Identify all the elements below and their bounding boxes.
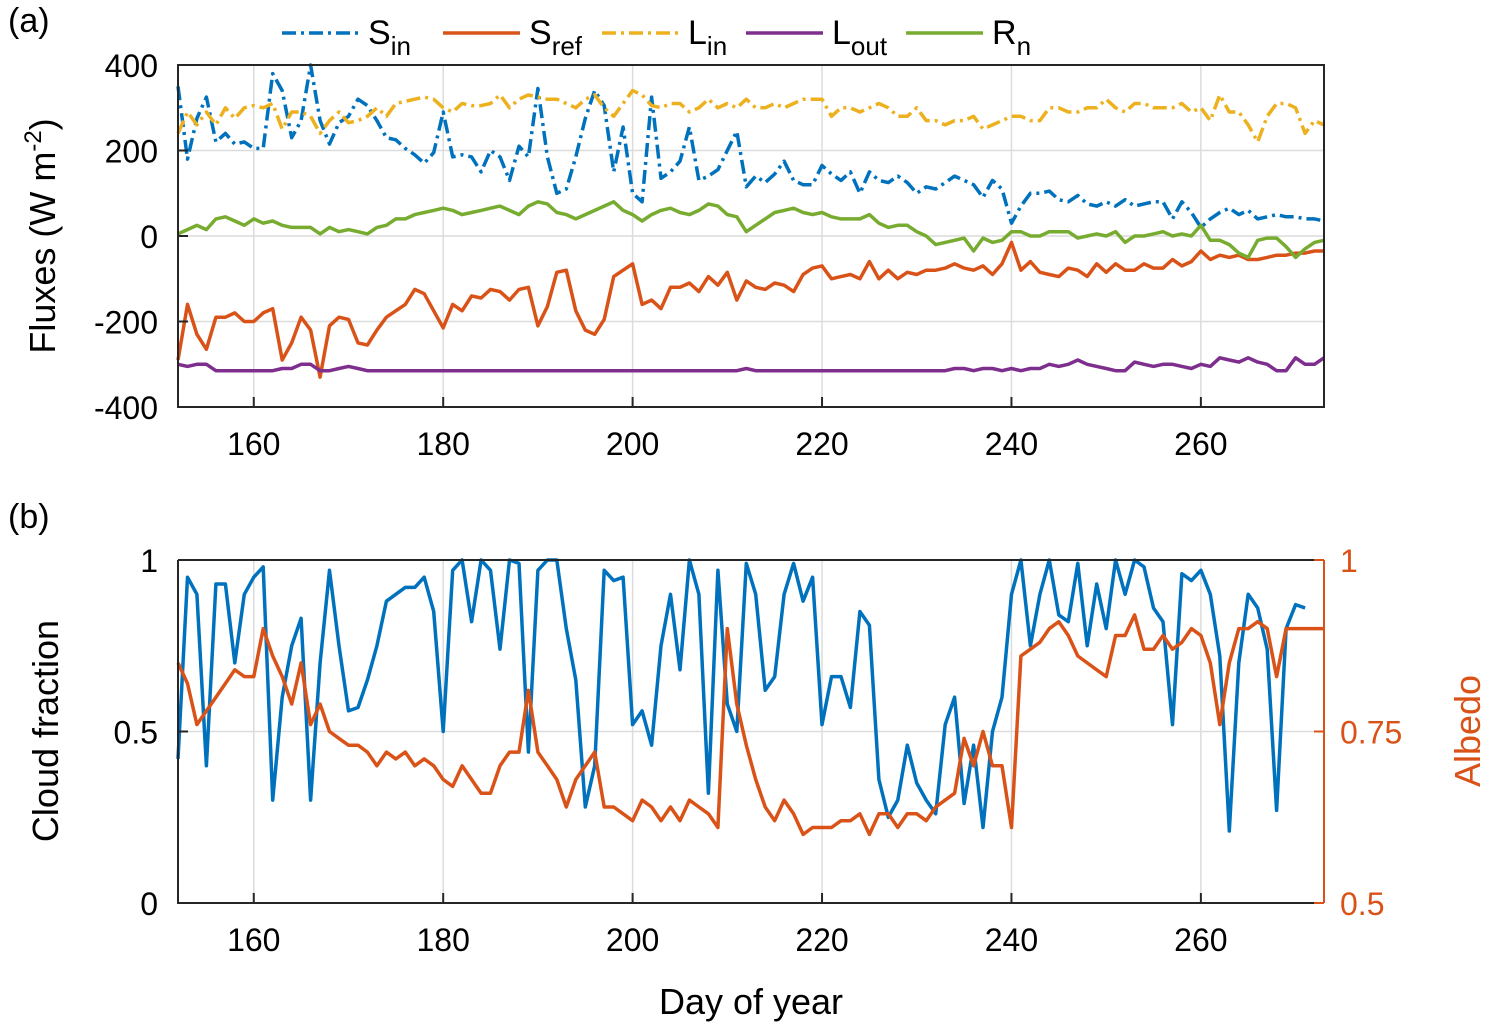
x-tick-label: 260 [1174,426,1227,462]
panel-b-ylabel-left: Cloud fraction [25,620,66,842]
panel-b-ylabel-right: Albedo [1447,675,1488,787]
y-tick-label: -400 [94,390,158,426]
y-tick-label-left: 0.5 [114,715,158,751]
series-line-albedo [176,613,1324,837]
x-tick-label: 160 [227,922,280,958]
y-tick-label: 0 [140,219,158,255]
panel-b-xlabel: Day of year [659,981,843,1022]
legend: Sin Sref Lin Lout Rn [282,14,1031,61]
x-tick-label: 200 [606,426,659,462]
series-line-s-ref [176,240,1324,379]
x-tick-label: 240 [985,922,1038,958]
panel-b-series [176,558,1324,837]
legend-label-s-ref: Sref [529,14,583,61]
x-tick-label: 180 [416,922,469,958]
x-tick-label: 240 [985,426,1038,462]
legend-label-l-in: Lin [688,14,727,61]
x-tick-label: 200 [606,922,659,958]
panel-b-label: (b) [8,498,50,536]
x-tick-label: 260 [1174,922,1227,958]
panel-a-label: (a) [8,2,50,40]
y-tick-label-left: 0 [140,886,158,922]
legend-label-l-out: Lout [832,14,888,61]
legend-label-s-in: Sin [368,14,411,61]
series-line-r-n [177,200,1325,260]
panel-a-fluxes: 160 180 200 220 240 260 -400 -200 0 200 400 Fluxes… [20,48,1325,462]
y-tick-label-left: 1 [140,543,158,579]
panel-a-ticks: 160 180 200 220 240 260 -400 -200 0 200 400 [94,48,1228,462]
panel-a-ylabel: Fluxes (W m-2) [20,118,63,353]
y-tick-label-right: 0.75 [1340,715,1402,751]
series-line-l-in [176,88,1325,144]
y-tick-label: 200 [105,134,158,170]
x-tick-label: 220 [795,426,848,462]
panel-b-cloud-albedo: 160 180 200 220 240 260 0 0.5 1 0.5 0.75 1 Cloud fr… [25,543,1488,1022]
x-tick-label: 180 [416,426,469,462]
y-tick-label: -200 [94,305,158,341]
panel-b-grid [178,559,1324,904]
series-line-cloud [176,558,1306,833]
series-line-s-in [176,63,1325,230]
legend-label-r-n: Rn [992,14,1031,61]
series-line-l-out [177,356,1325,373]
y-tick-label-right: 0.5 [1340,886,1384,922]
panel-a-series [176,63,1325,379]
y-tick-label: 400 [105,48,158,84]
x-tick-label: 160 [227,426,280,462]
panel-b-ticks: 160 180 200 220 240 260 0 0.5 1 0.5 0.75 1 [114,543,1403,958]
y-tick-label-right: 1 [1340,543,1358,579]
x-tick-label: 220 [795,922,848,958]
